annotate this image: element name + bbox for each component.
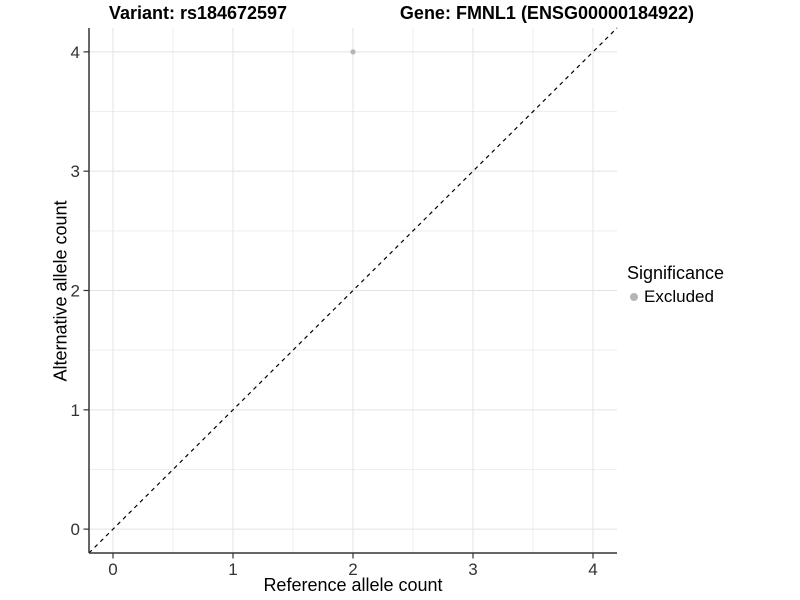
y-tick-label: 4 (71, 43, 80, 62)
y-axis-title: Alternative allele count (50, 200, 71, 382)
x-tick-label: 4 (588, 560, 597, 579)
legend: Significance Excluded (627, 263, 724, 307)
x-tick-label: 3 (468, 560, 477, 579)
plot-title-gene: Gene: FMNL1 (ENSG00000184922) (399, 3, 695, 23)
legend-key-dot-icon (630, 293, 638, 301)
y-tick-label: 1 (71, 401, 80, 420)
legend-entry-excluded: Excluded (627, 287, 724, 307)
x-tick-label: 1 (228, 560, 237, 579)
y-tick-label: 0 (71, 520, 80, 539)
legend-title: Significance (627, 263, 725, 283)
legend-entry-label: Excluded (644, 287, 714, 306)
y-tick-label: 3 (71, 162, 80, 181)
x-tick-label: 2 (348, 560, 357, 579)
y-tick-label: 2 (71, 282, 80, 301)
data-point (350, 49, 356, 55)
x-axis-title: Reference allele count (263, 575, 443, 595)
x-tick-label: 0 (108, 560, 117, 579)
plot-title-variant: Variant: rs184672597 (108, 3, 288, 23)
